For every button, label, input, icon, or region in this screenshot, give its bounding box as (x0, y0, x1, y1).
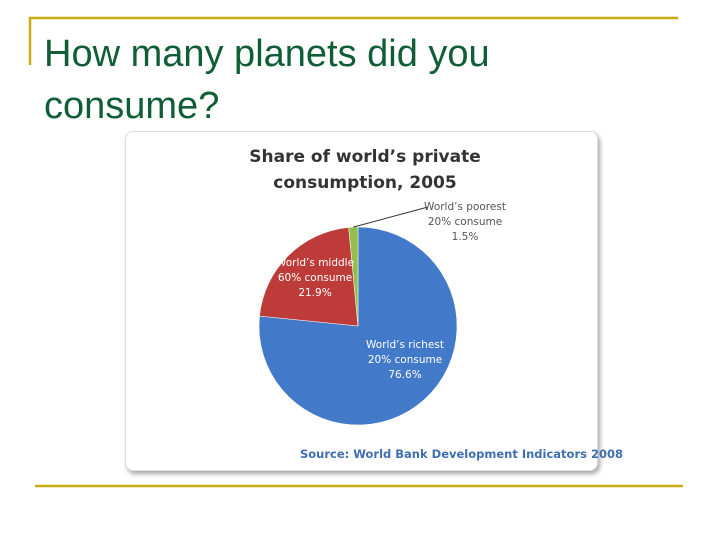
slice-label: World’s middle 60% consume (275, 257, 355, 284)
leader-line (353, 206, 429, 228)
chart-title: Share of world’s private consumption, 20… (249, 147, 481, 193)
slice-label: World’s richest 20% consume (366, 339, 444, 366)
chart-source: Source: World Bank Development Indicator… (300, 447, 623, 461)
pie-slice (259, 227, 359, 327)
slice-value-label: 21.9% (298, 287, 332, 299)
slide-title: How many planets did you consume? (44, 33, 490, 127)
slice-value-label: 1.5% (451, 231, 479, 243)
frame-top (28, 16, 678, 65)
pie-slice (348, 226, 359, 327)
slice-value-label: 76.6% (388, 369, 422, 381)
slice-label: World’s poorest 20% consume (424, 201, 506, 228)
